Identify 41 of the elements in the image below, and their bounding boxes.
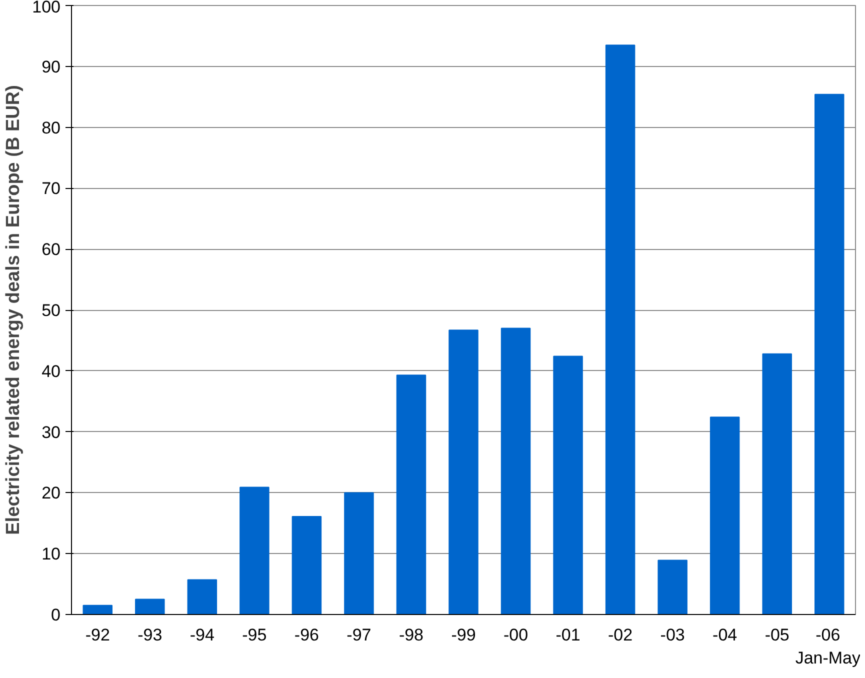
x-tick-label: -95 xyxy=(242,626,267,644)
x-tick-label: -03 xyxy=(660,626,685,644)
x-tick-label: -98 xyxy=(398,626,424,644)
y-tick-label: 20 xyxy=(42,484,61,503)
x-tick-label: -94 xyxy=(190,626,214,644)
bar xyxy=(448,330,478,614)
x-tick-label: -97 xyxy=(346,626,372,644)
x-tick-label: -99 xyxy=(451,626,476,644)
x-tick-label: -02 xyxy=(608,626,633,644)
x-tick-label: -96 xyxy=(294,626,319,644)
y-tick-label: 0 xyxy=(51,606,61,624)
bar xyxy=(82,604,113,614)
bar xyxy=(396,374,426,614)
x-tick-label: -05 xyxy=(764,626,790,644)
y-tick-label: 30 xyxy=(42,422,61,442)
y-tick-label: 40 xyxy=(42,362,61,381)
y-axis-title: Electricity related energy deals in Europe (B EUR) xyxy=(3,85,24,535)
y-tick-label: 90 xyxy=(42,57,61,76)
bar xyxy=(814,94,844,614)
bar xyxy=(500,328,531,614)
y-tick-label: 70 xyxy=(42,179,61,198)
x-tick-label: -92 xyxy=(85,626,110,644)
bar xyxy=(605,44,636,614)
y-tick-label: 60 xyxy=(42,240,61,260)
bar xyxy=(292,516,322,614)
x-tick-label: -04 xyxy=(712,626,738,644)
bar xyxy=(553,356,583,614)
bar xyxy=(240,486,270,614)
bar xyxy=(344,492,374,614)
y-tick-label: 50 xyxy=(42,301,61,320)
bar xyxy=(658,560,688,614)
y-tick-label: 80 xyxy=(42,118,61,138)
y-tick-label: 10 xyxy=(42,544,61,564)
x-tick-label: -00 xyxy=(503,626,528,644)
x-tick-label: -93 xyxy=(138,626,162,644)
bar xyxy=(135,598,165,614)
y-tick-label: 100 xyxy=(32,0,61,16)
bar xyxy=(710,416,740,614)
bar xyxy=(187,579,218,614)
x-tick-label: -01 xyxy=(556,626,580,644)
bar xyxy=(762,353,792,614)
